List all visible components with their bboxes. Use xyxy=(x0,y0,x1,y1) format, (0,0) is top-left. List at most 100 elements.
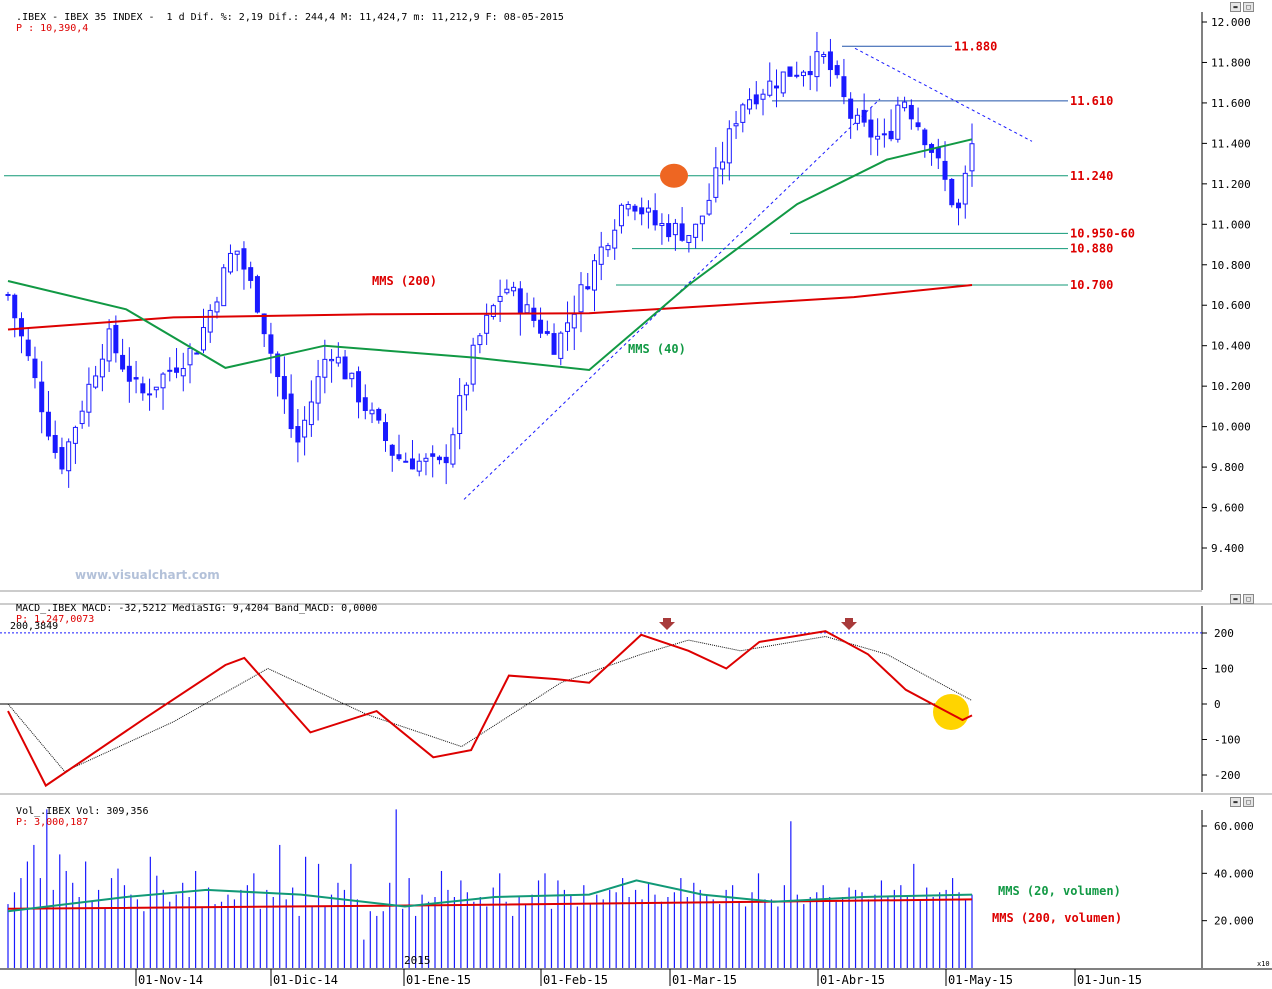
candle-body xyxy=(147,393,153,396)
candle-body xyxy=(106,328,112,362)
candle-body xyxy=(308,401,314,426)
price-levels: 11.880 11.610 11.240 10.950-60 10.880 10.700 xyxy=(4,39,1135,500)
price-maximize-button[interactable]: □ xyxy=(1243,2,1254,12)
candle-body xyxy=(902,101,908,109)
price-header-text: .IBEX - IBEX 35 INDEX - 1 d Dif. %: 2,19… xyxy=(16,12,564,23)
price-header: .IBEX - IBEX 35 INDEX - 1 d Dif. %: 2,19… xyxy=(4,1,564,34)
candle-body xyxy=(767,80,773,96)
candle-body xyxy=(52,435,58,453)
candle-body xyxy=(160,373,166,389)
candle-body xyxy=(153,386,159,391)
price-minimize-button[interactable]: ▬ xyxy=(1230,2,1241,12)
volume-mms20-line xyxy=(7,879,973,913)
macd-signal-line xyxy=(7,635,973,773)
price-axis: 12.000 11.800 11.600 11.400 11.200 11.000 10.8… xyxy=(0,12,1272,968)
candle-body xyxy=(645,207,651,213)
volume-tick-label: 40.000 xyxy=(1214,867,1254,880)
candle-body xyxy=(706,199,712,215)
macd-maximize-button[interactable]: □ xyxy=(1243,594,1254,604)
price-header-p: P : 10,390,4 xyxy=(16,23,89,34)
candle-body xyxy=(915,122,921,128)
candle-body xyxy=(254,276,260,313)
macd-tick-label: -100 xyxy=(1214,734,1241,747)
candle-body xyxy=(227,252,233,273)
volume-header: Vol_.IBEX Vol: 309,356 P: 3,000,187 xyxy=(4,795,148,828)
macd-window-buttons: ▬ □ xyxy=(1230,594,1254,604)
candle-body xyxy=(369,409,375,415)
volume-minimize-button[interactable]: ▬ xyxy=(1230,797,1241,807)
candle-body xyxy=(180,368,186,377)
price-tick-label: 9.800 xyxy=(1211,461,1244,474)
candle-body xyxy=(436,456,442,461)
macd-peak-arrow xyxy=(659,618,675,630)
candle-body xyxy=(457,395,463,435)
macd-header-text: MACD_.IBEX MACD: -32,5212 MediaSIG: 9,42… xyxy=(16,603,378,614)
volume-tick-label: 60.000 xyxy=(1214,820,1254,833)
candle-body xyxy=(881,133,887,136)
volume-window-buttons: ▬ □ xyxy=(1230,797,1254,807)
candle-body xyxy=(672,222,678,236)
mms200-line xyxy=(7,284,973,331)
x-tick-label: 01-May-15 xyxy=(948,973,1013,987)
candle-body xyxy=(99,358,105,378)
candle-body xyxy=(747,99,753,110)
volume-multiplier-label: x10 xyxy=(1257,960,1270,968)
candle-body xyxy=(639,207,645,215)
candle-body xyxy=(93,375,99,388)
candle-body xyxy=(288,393,294,430)
candle-body xyxy=(551,333,557,355)
candle-body xyxy=(470,344,476,385)
candle-body xyxy=(800,71,806,77)
candle-body xyxy=(295,426,301,443)
candle-body xyxy=(969,143,975,172)
candle-body xyxy=(497,295,503,302)
x-tick-label: 01-Ene-15 xyxy=(406,973,471,987)
candle-body xyxy=(760,93,766,100)
candle-body xyxy=(625,204,631,210)
candle-body xyxy=(463,384,469,396)
candle-body xyxy=(45,411,51,437)
volume-mms20-label: MMS (20, volumen) xyxy=(998,884,1121,898)
candle-body xyxy=(578,284,584,313)
candle-body xyxy=(949,178,955,206)
price-tick-label: 11.600 xyxy=(1211,97,1251,110)
candle-body xyxy=(403,460,409,463)
candle-body xyxy=(32,358,38,379)
volume-chart: 60.000 40.000 20.000 x10 MMS (20, volumen) MM… xyxy=(7,809,1270,968)
macd-header-p: P: 1,247,0073 xyxy=(16,614,95,625)
price-window-buttons: ▬ □ xyxy=(1230,2,1254,12)
macd-minimize-button[interactable]: ▬ xyxy=(1230,594,1241,604)
candle-body xyxy=(376,408,382,421)
candle-body xyxy=(922,129,928,146)
volume-mms200-label: MMS (200, volumen) xyxy=(992,911,1122,925)
candle-body xyxy=(133,377,139,380)
candle-body xyxy=(207,309,213,333)
candle-body xyxy=(362,397,368,411)
price-tick-label: 9.600 xyxy=(1211,502,1244,515)
candle-body xyxy=(699,215,705,225)
candle-body xyxy=(416,460,422,472)
level-label: 11.610 xyxy=(1070,94,1113,108)
candle-body xyxy=(605,245,611,251)
candle-body xyxy=(942,160,948,180)
candle-body xyxy=(814,51,820,78)
candle-body xyxy=(726,128,732,164)
x-tick-label: 01-Mar-15 xyxy=(672,973,737,987)
candle-body xyxy=(126,365,132,382)
candle-body xyxy=(335,356,341,364)
candle-body xyxy=(86,383,92,413)
candle-body xyxy=(66,441,72,472)
candle-body xyxy=(774,85,780,89)
volume-maximize-button[interactable]: □ xyxy=(1243,797,1254,807)
price-tick-label: 10.400 xyxy=(1211,340,1251,353)
candle-body xyxy=(450,434,456,465)
candle-body xyxy=(349,372,355,380)
candle-body xyxy=(396,454,402,460)
level-label: 10.880 xyxy=(1070,242,1113,256)
candle-body xyxy=(356,371,362,403)
candle-body xyxy=(477,335,483,346)
candle-body xyxy=(538,319,544,334)
candle-body xyxy=(174,367,180,373)
candle-body xyxy=(565,322,571,332)
